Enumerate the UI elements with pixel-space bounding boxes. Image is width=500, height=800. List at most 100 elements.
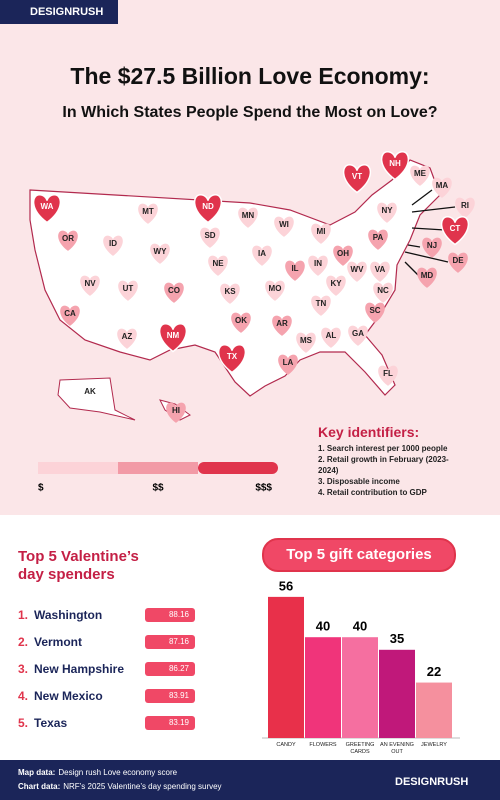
state-label: SD: [204, 231, 215, 240]
state-label: ID: [109, 239, 117, 248]
state-label: SC: [369, 306, 380, 315]
state-label: MS: [300, 336, 313, 345]
alaska: [57, 377, 136, 421]
state-heart: [231, 312, 251, 333]
bar: [379, 649, 415, 738]
state-heart: [308, 255, 328, 276]
key-item: 4. Retail contribution to GDP: [318, 488, 427, 497]
rank: 4.: [18, 689, 29, 703]
score-badge: 86.27: [145, 662, 195, 676]
state-heart: [342, 164, 372, 194]
state-name: Texas: [34, 716, 68, 730]
state-heart: [378, 365, 398, 386]
note-label: Chart data:: [18, 782, 61, 791]
state-label: HI: [172, 406, 180, 415]
key-item: 2. Retail growth in February (2023-2024): [318, 455, 449, 475]
state-label: NE: [212, 259, 224, 268]
legend-label: $$$: [255, 483, 272, 494]
state-label: OH: [337, 249, 349, 258]
state-heart: [321, 327, 341, 348]
state-heart: [252, 245, 272, 266]
key-list: 1. Search interest per 1000 people 2. Ret…: [318, 443, 493, 498]
value-label: 22: [427, 664, 441, 679]
note: Chart data: NRF’s 2025 Valentine’s day sp…: [18, 780, 222, 794]
state-heart: [274, 216, 294, 237]
note-text: Design rush Love economy score: [58, 768, 178, 777]
state-heart: [58, 230, 78, 251]
state-label: CO: [168, 286, 180, 295]
state-heart: [326, 275, 346, 296]
chart-title: Top 5 gift categories: [262, 538, 456, 572]
state-label: DE: [452, 256, 464, 265]
state-label: OR: [62, 234, 74, 243]
state-heart: [80, 275, 100, 296]
score-badge: 83.91: [145, 689, 195, 703]
state-label: IA: [258, 249, 266, 258]
state-label: MT: [142, 207, 154, 216]
state-heart: [265, 280, 285, 301]
state-label: AZ: [122, 332, 133, 341]
state-label: MI: [317, 227, 326, 236]
state-label: NH: [389, 159, 401, 168]
state-heart: [365, 302, 385, 323]
state-heart: [166, 402, 186, 423]
state-label: WY: [154, 247, 168, 256]
score-badge: 83.19: [145, 716, 195, 730]
state-label: ND: [202, 202, 214, 211]
state-label: CT: [450, 224, 461, 233]
key-title: Key identifiers:: [318, 424, 420, 440]
state-label: TN: [316, 299, 327, 308]
state-heart: [164, 282, 184, 303]
state-label: IL: [291, 264, 298, 273]
state-label: UT: [123, 284, 134, 293]
state-heart: [200, 227, 220, 248]
state-label: WV: [351, 265, 365, 274]
state-label: TX: [227, 352, 238, 361]
state-name: New Mexico: [34, 689, 103, 703]
state-label: MA: [436, 181, 449, 190]
key-item: 1. Search interest per 1000 people: [318, 444, 448, 453]
state-label: RI: [461, 201, 469, 210]
state-heart: [60, 305, 80, 326]
state-heart: [440, 216, 470, 246]
state-name: Washington: [34, 608, 103, 622]
state-label: NV: [84, 279, 96, 288]
state-label: MO: [269, 284, 282, 293]
state-heart: [103, 235, 123, 256]
brand-bg: [0, 0, 118, 24]
state-label: IN: [314, 259, 322, 268]
state-heart: [448, 252, 468, 273]
rank: 2.: [18, 635, 29, 649]
state-label: MN: [242, 211, 255, 220]
bar: [268, 596, 304, 738]
title: The $27.5 Billion Love Economy:: [70, 63, 429, 89]
footer-notes: Map data: Design rush Love economy score C…: [18, 766, 222, 794]
state-heart: [220, 283, 240, 304]
spenders-title: Top 5 Valentine’s day spenders: [18, 548, 139, 583]
state-heart: [347, 261, 367, 282]
state-label: CA: [64, 309, 76, 318]
state-label: VT: [352, 172, 362, 181]
state-label: WI: [279, 220, 289, 229]
arrows: [404, 189, 456, 276]
legend-swatch: [118, 462, 198, 474]
state-heart: [208, 255, 228, 276]
footer-brand: DESIGNRUSH: [395, 776, 468, 788]
state-label: KY: [330, 279, 342, 288]
state-heart: [138, 203, 158, 224]
state-heart: [32, 194, 62, 224]
bar: [305, 637, 341, 738]
state-heart: [333, 245, 353, 266]
state-heart: [296, 332, 316, 353]
state-label: VA: [375, 265, 386, 274]
note-label: Map data:: [18, 768, 56, 777]
footer-bg: [0, 760, 500, 800]
state-label: AR: [276, 319, 288, 328]
state-label: PA: [373, 233, 384, 242]
key-item: 3. Disposable income: [318, 477, 400, 486]
state-label: AL: [326, 331, 337, 340]
category-label: GREETING CARDS: [345, 742, 375, 755]
score-badge: 88.16: [145, 608, 195, 622]
state-heart: [278, 354, 298, 375]
